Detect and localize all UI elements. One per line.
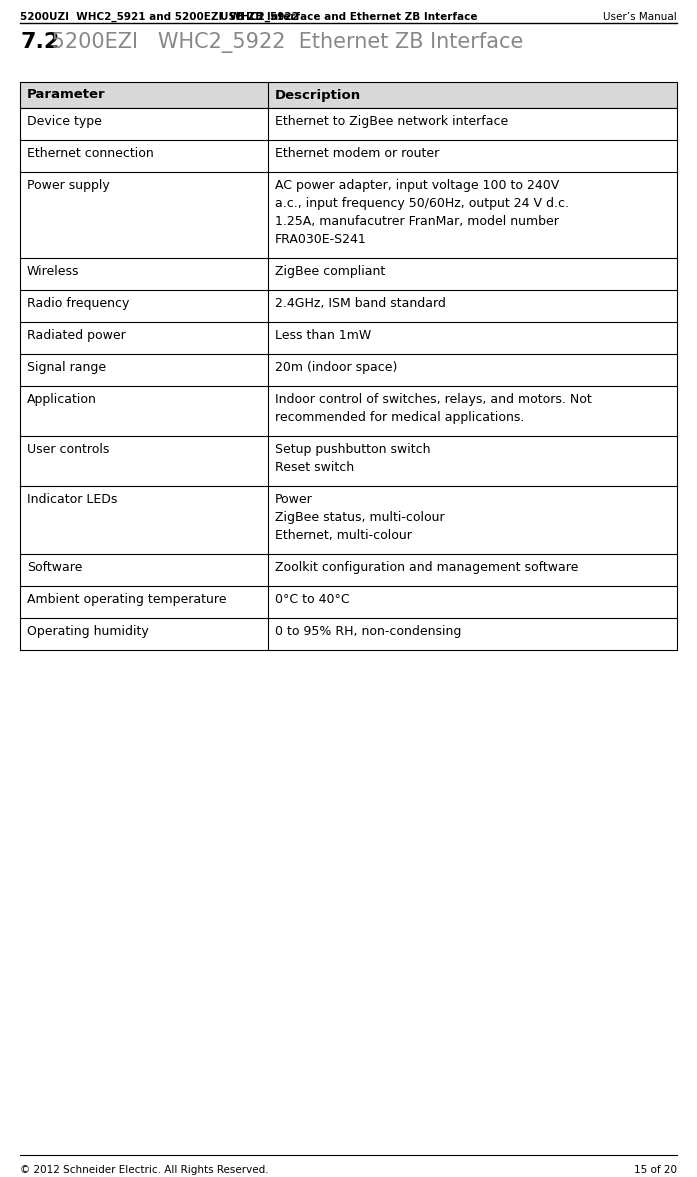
Text: Ethernet connection: Ethernet connection [27, 147, 154, 160]
Text: Description: Description [275, 88, 361, 101]
Text: 2.4GHz, ISM band standard: 2.4GHz, ISM band standard [275, 297, 446, 310]
Text: Less than 1mW: Less than 1mW [275, 330, 372, 343]
Text: Radio frequency: Radio frequency [27, 297, 130, 310]
Text: Power supply: Power supply [27, 179, 109, 192]
Bar [20, 486, 677, 554]
Text: Radiated power: Radiated power [27, 330, 125, 343]
Text: 5200UZI  WHC2_5921 and 5200EZI  WHC2_5922: 5200UZI WHC2_5921 and 5200EZI WHC2_5922 [20, 12, 299, 22]
Text: Operating humidity: Operating humidity [27, 625, 148, 638]
Text: User’s Manual: User’s Manual [603, 12, 677, 22]
Text: 15 of 20: 15 of 20 [634, 1165, 677, 1175]
Bar [20, 322, 677, 354]
Text: © 2012 Schneider Electric. All Rights Reserved.: © 2012 Schneider Electric. All Rights Re… [20, 1165, 268, 1175]
Text: 5200EZI   WHC2_5922  Ethernet ZB Interface: 5200EZI WHC2_5922 Ethernet ZB Interface [45, 32, 523, 53]
Text: Ethernet to ZigBee network interface: Ethernet to ZigBee network interface [275, 115, 508, 128]
Text: Ethernet, multi-colour: Ethernet, multi-colour [275, 528, 412, 541]
Text: Indicator LEDs: Indicator LEDs [27, 493, 117, 506]
Text: Device type: Device type [27, 115, 102, 128]
Text: Zoolkit configuration and management software: Zoolkit configuration and management sof… [275, 561, 579, 574]
Bar [20, 435, 677, 486]
Text: FRA030E-S241: FRA030E-S241 [275, 233, 367, 246]
Text: User controls: User controls [27, 443, 109, 455]
Text: 7.2: 7.2 [20, 32, 59, 52]
Bar [20, 290, 677, 322]
Text: ZigBee compliant: ZigBee compliant [275, 265, 385, 278]
Text: Wireless: Wireless [27, 265, 79, 278]
Text: Reset switch: Reset switch [275, 461, 354, 474]
Text: 0°C to 40°C: 0°C to 40°C [275, 593, 350, 606]
Bar [20, 258, 677, 290]
Text: recommended for medical applications.: recommended for medical applications. [275, 411, 524, 424]
Text: Setup pushbutton switch: Setup pushbutton switch [275, 443, 431, 455]
Text: Power: Power [275, 493, 313, 506]
Text: Parameter: Parameter [27, 88, 106, 101]
Text: Software: Software [27, 561, 82, 574]
Text: Ethernet modem or router: Ethernet modem or router [275, 147, 439, 160]
Text: 1.25A, manufacutrer FranMar, model number: 1.25A, manufacutrer FranMar, model numbe… [275, 215, 559, 228]
Text: AC power adapter, input voltage 100 to 240V: AC power adapter, input voltage 100 to 2… [275, 179, 559, 192]
Bar [20, 82, 677, 108]
Bar [20, 586, 677, 618]
Bar [20, 354, 677, 386]
Text: ZigBee status, multi-colour: ZigBee status, multi-colour [275, 511, 445, 524]
Bar [20, 618, 677, 650]
Text: 0 to 95% RH, non-condensing: 0 to 95% RH, non-condensing [275, 625, 461, 638]
Text: USB ZB Interface and Ethernet ZB Interface: USB ZB Interface and Ethernet ZB Interfa… [220, 12, 477, 22]
Bar [20, 108, 677, 140]
Text: a.c., input frequency 50/60Hz, output 24 V d.c.: a.c., input frequency 50/60Hz, output 24… [275, 197, 569, 210]
Bar [20, 172, 677, 258]
Text: Ambient operating temperature: Ambient operating temperature [27, 593, 227, 606]
Bar [20, 140, 677, 172]
Text: 20m (indoor space): 20m (indoor space) [275, 361, 397, 374]
Bar [20, 554, 677, 586]
Text: Indoor control of switches, relays, and motors. Not: Indoor control of switches, relays, and … [275, 393, 592, 406]
Text: Application: Application [27, 393, 97, 406]
Bar [20, 386, 677, 435]
Text: Signal range: Signal range [27, 361, 106, 374]
